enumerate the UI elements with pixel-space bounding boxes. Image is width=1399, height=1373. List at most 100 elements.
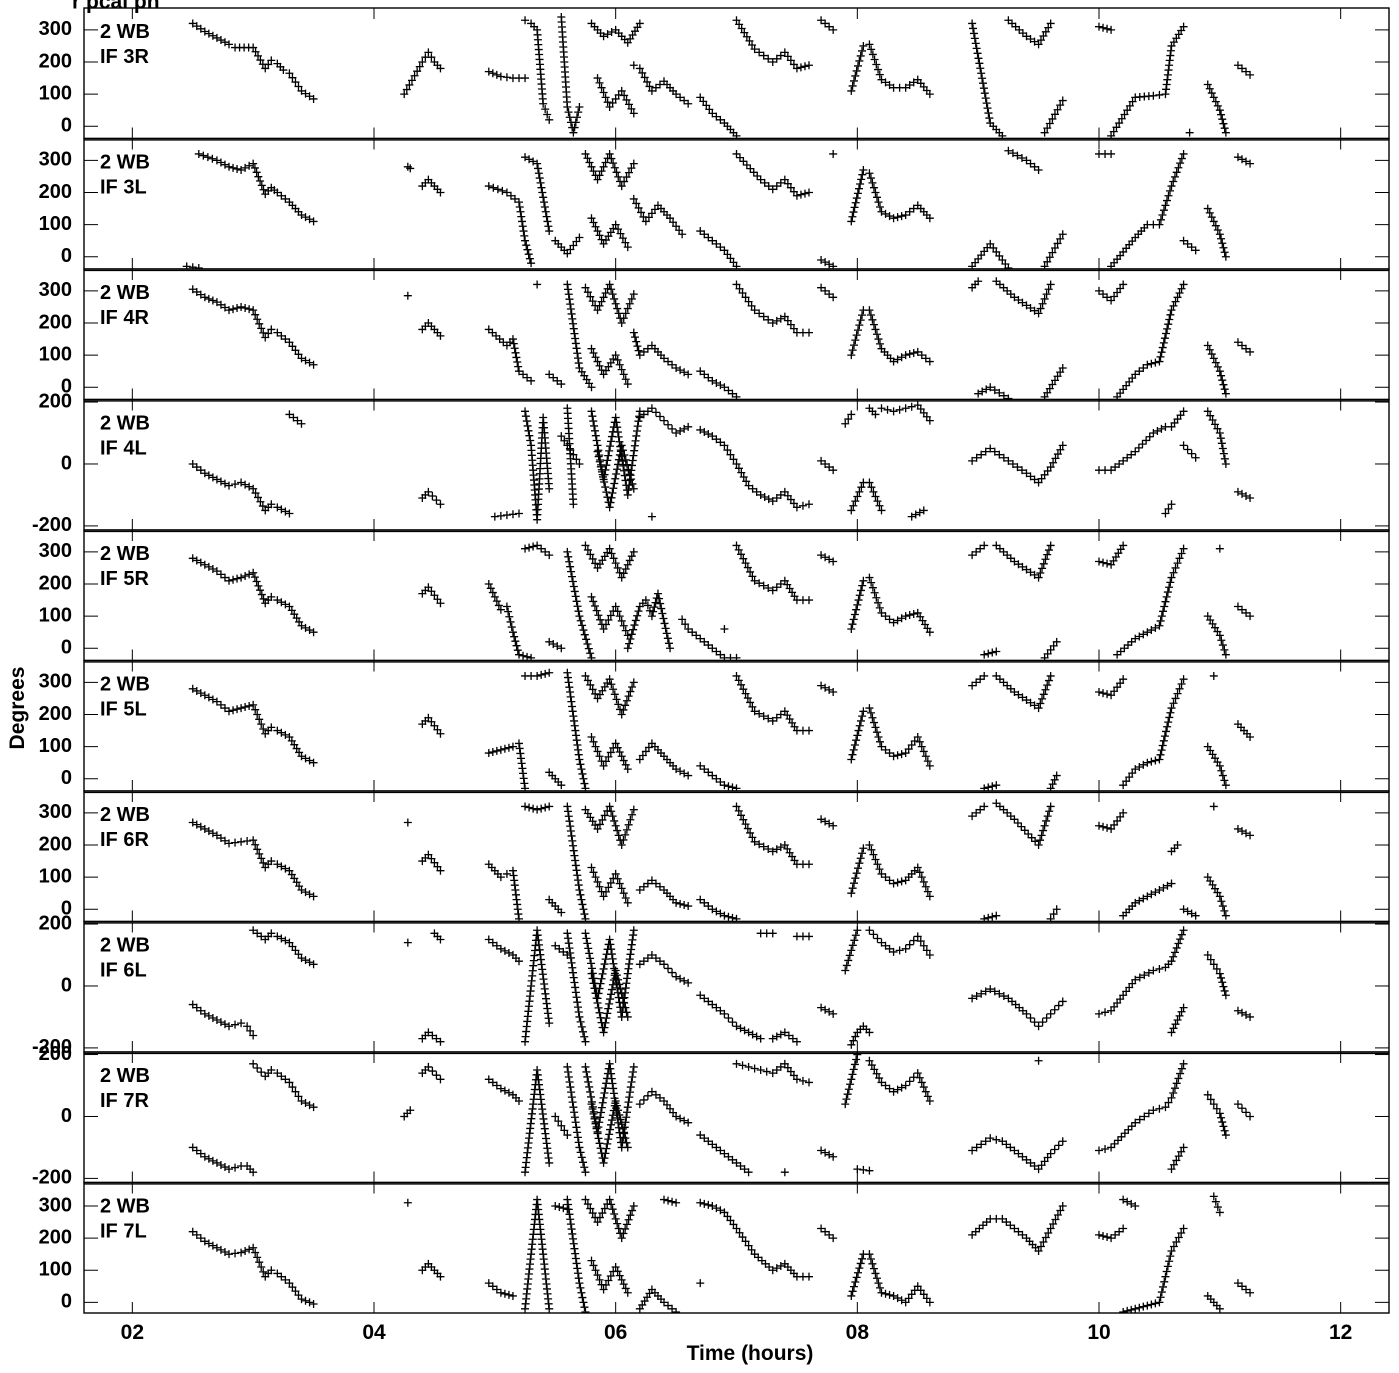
x-tick-label: 02 xyxy=(121,1321,144,1344)
data-point xyxy=(655,80,664,89)
data-point xyxy=(925,951,934,960)
data-point xyxy=(1043,550,1052,559)
data-point xyxy=(1191,911,1200,920)
data-point xyxy=(593,175,602,184)
data-point xyxy=(1233,602,1242,611)
data-point xyxy=(1099,290,1108,299)
data-point xyxy=(728,1155,737,1164)
data-point xyxy=(601,158,610,167)
data-series xyxy=(400,1106,415,1121)
data-point xyxy=(843,1090,852,1099)
data-point xyxy=(632,337,641,346)
data-point xyxy=(212,298,221,307)
data-point xyxy=(627,294,636,303)
data-point xyxy=(1039,31,1048,40)
data-point xyxy=(622,1108,631,1117)
data-point xyxy=(543,110,552,119)
data-point xyxy=(1246,70,1255,79)
data-point xyxy=(572,237,581,246)
data-point xyxy=(1211,358,1220,367)
data-point xyxy=(872,1069,881,1078)
data-point xyxy=(540,198,549,207)
data-point xyxy=(1043,649,1052,658)
data-point xyxy=(573,1003,582,1012)
data-point xyxy=(309,360,318,369)
data-point xyxy=(629,109,638,118)
data-point xyxy=(989,243,998,252)
data-point xyxy=(566,562,575,571)
data-point xyxy=(664,357,673,366)
data-point xyxy=(617,616,626,625)
data-point xyxy=(821,459,830,468)
data-point xyxy=(663,634,672,643)
data-point xyxy=(1161,597,1170,606)
data-point xyxy=(748,41,757,50)
data-point xyxy=(604,752,613,761)
data-point xyxy=(216,834,225,843)
data-point xyxy=(614,975,623,984)
data-point xyxy=(1040,821,1049,830)
data-point xyxy=(1220,454,1229,463)
data-point xyxy=(629,1201,638,1210)
data-series xyxy=(563,1062,590,1177)
data-point xyxy=(1215,429,1224,438)
data-point xyxy=(585,949,594,958)
data-point xyxy=(1165,315,1174,324)
data-point xyxy=(436,599,445,608)
data-point xyxy=(859,707,868,716)
data-point xyxy=(430,721,439,730)
data-series xyxy=(581,541,638,582)
data-series xyxy=(563,929,590,1046)
data-point xyxy=(208,1241,217,1250)
data-point xyxy=(981,94,990,103)
data-point xyxy=(925,1298,934,1307)
data-point xyxy=(859,166,868,175)
data-point xyxy=(601,1084,610,1093)
data-point xyxy=(1242,829,1251,838)
data-point xyxy=(1046,784,1055,791)
data-point xyxy=(590,426,599,435)
data-series xyxy=(732,149,813,200)
data-point xyxy=(968,812,977,821)
data-point xyxy=(587,959,596,968)
data-point xyxy=(1167,1028,1176,1037)
data-point xyxy=(1208,416,1217,425)
data-point xyxy=(623,460,632,469)
data-point xyxy=(1017,822,1026,831)
data-point xyxy=(851,931,860,940)
data-point xyxy=(1237,605,1246,614)
data-series xyxy=(1046,771,1061,791)
data-point xyxy=(565,1210,574,1219)
data-point xyxy=(897,1083,906,1092)
data-point xyxy=(744,1168,753,1177)
data-point xyxy=(1157,1288,1166,1297)
data-point xyxy=(623,243,632,252)
data-point xyxy=(614,432,623,441)
data-point xyxy=(1159,607,1168,616)
data-point xyxy=(568,1229,577,1238)
data-point xyxy=(871,188,880,197)
data-series xyxy=(581,802,638,850)
data-point xyxy=(233,304,242,313)
data-point xyxy=(696,425,705,434)
data-point xyxy=(565,113,574,122)
data-point xyxy=(841,966,850,975)
data-point xyxy=(635,755,644,764)
data-point xyxy=(764,315,773,324)
data-series xyxy=(545,637,566,653)
data-point xyxy=(564,673,573,682)
data-point xyxy=(789,324,798,333)
data-point xyxy=(1014,1149,1023,1158)
data-series xyxy=(817,551,838,566)
data-point xyxy=(251,47,260,56)
data-point xyxy=(983,104,992,113)
data-series xyxy=(1167,1143,1188,1174)
data-point xyxy=(772,845,781,854)
data-point xyxy=(605,935,614,944)
data-point xyxy=(577,1022,586,1031)
data-point xyxy=(1165,186,1174,195)
data-point xyxy=(536,178,545,187)
data-point xyxy=(567,572,576,581)
data-point xyxy=(921,752,930,761)
